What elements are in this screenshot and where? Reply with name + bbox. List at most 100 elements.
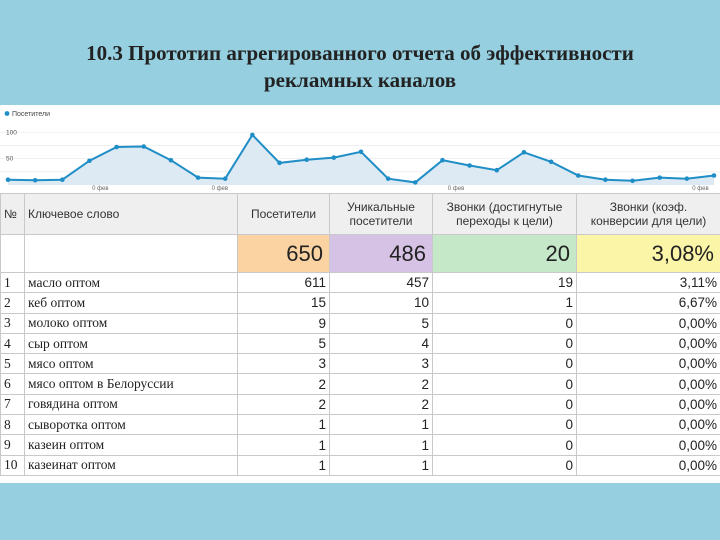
header-keyword[interactable]: Ключевое слово (24, 193, 238, 235)
data-point[interactable] (521, 150, 527, 155)
row-conversion: 0,00% (576, 454, 720, 476)
x-tick-label: 0 фев (692, 186, 708, 192)
row-visitors: 9 (237, 312, 330, 334)
row-num: 7 (0, 393, 25, 416)
data-point[interactable] (32, 177, 38, 183)
row-calls: 0 (432, 454, 577, 476)
row-conversion: 0,00% (576, 332, 720, 355)
row-calls: 0 (432, 332, 577, 355)
row-calls: 1 (432, 292, 577, 314)
data-point[interactable] (467, 163, 472, 168)
visitors-chart: 0 фев 0 фев 0 фев 0 фев 100 50 Посетители (0, 111, 720, 192)
y-tick-label: 100 (6, 129, 17, 136)
data-point[interactable] (603, 177, 608, 183)
total-conversion: 3,08% (576, 234, 720, 273)
x-tick-label: 0 фев (212, 186, 228, 192)
table-row[interactable]: 10 казеинат оптом 1 1 0 0,00% (0, 454, 720, 476)
data-point[interactable] (494, 167, 500, 173)
visitors-area (8, 134, 714, 185)
header-num[interactable]: № (0, 193, 25, 235)
row-num: 10 (0, 454, 25, 476)
row-keyword[interactable]: сыр оптом (24, 332, 238, 355)
row-visitors: 2 (237, 393, 330, 416)
total-visitors: 650 (237, 234, 330, 273)
data-point[interactable] (87, 158, 92, 164)
data-point[interactable] (277, 160, 282, 166)
header-conversion[interactable]: Звонки (коэф. конверсии для цели) (576, 193, 720, 235)
data-point[interactable] (331, 155, 337, 160)
row-conversion: 0,00% (576, 434, 720, 456)
x-tick-label: 0 фев (448, 186, 464, 192)
row-keyword[interactable]: молоко оптом (24, 312, 238, 334)
data-point[interactable] (684, 176, 690, 181)
row-visitors: 1 (237, 414, 330, 436)
data-point[interactable] (195, 175, 201, 180)
data-point[interactable] (60, 177, 65, 183)
data-point[interactable] (250, 132, 255, 138)
table-row[interactable]: 1 масло оптом 611 457 19 3,11% (0, 271, 720, 294)
data-point[interactable] (630, 178, 635, 184)
data-point[interactable] (657, 175, 662, 180)
row-keyword[interactable]: сыворотка оптом (24, 414, 238, 436)
table-row[interactable]: 3 молоко оптом 9 5 0 0,00% (0, 312, 720, 334)
header-visitors[interactable]: Посетители (237, 193, 330, 235)
table-header-row: № Ключевое слово Посетители Уникальные п… (0, 193, 720, 235)
slide-title-line-2: рекламных каналов (263, 68, 457, 92)
row-unique: 2 (329, 373, 433, 395)
row-conversion: 0,00% (576, 393, 720, 416)
row-keyword[interactable]: говядина оптом (24, 393, 238, 416)
header-unique[interactable]: Уникальные посетители (329, 193, 433, 235)
totals-num (0, 234, 25, 273)
data-point[interactable] (304, 157, 309, 162)
data-point[interactable] (114, 144, 119, 150)
row-num: 5 (0, 353, 25, 375)
row-keyword[interactable]: казеинат оптом (24, 454, 238, 476)
totals-keyword (24, 234, 238, 273)
data-point[interactable] (5, 177, 11, 183)
header-calls[interactable]: Звонки (достигнутые переходы к цели) (432, 193, 577, 235)
table-row[interactable]: 9 казеин оптом 1 1 0 0,00% (0, 434, 720, 456)
table-row[interactable]: 7 говядина оптом 2 2 0 0,00% (0, 393, 720, 416)
slide-title: 10.3 Прототип агрегированного отчета об … (0, 40, 720, 94)
data-point[interactable] (358, 149, 364, 155)
row-num: 3 (0, 312, 25, 334)
slide-title-line-1: 10.3 Прототип агрегированного отчета об … (86, 41, 634, 65)
row-visitors: 1 (237, 434, 330, 456)
row-calls: 0 (432, 373, 577, 395)
row-calls: 0 (432, 393, 577, 416)
row-calls: 19 (432, 271, 577, 294)
data-point[interactable] (440, 157, 445, 163)
table-row[interactable]: 8 сыворотка оптом 1 1 0 0,00% (0, 414, 720, 436)
data-point[interactable] (385, 176, 391, 181)
data-point[interactable] (575, 173, 581, 178)
row-keyword[interactable]: мясо оптом (24, 353, 238, 375)
row-visitors: 15 (237, 292, 330, 314)
data-point[interactable] (548, 159, 554, 165)
data-point[interactable] (413, 180, 418, 185)
data-point[interactable] (222, 176, 228, 181)
table-row[interactable]: 2 кеб оптом 15 10 1 6,67% (0, 292, 720, 314)
row-num: 4 (0, 332, 25, 355)
row-unique: 10 (329, 292, 433, 314)
row-keyword[interactable]: масло оптом (24, 271, 238, 294)
data-point[interactable] (711, 173, 717, 178)
row-visitors: 5 (237, 332, 330, 355)
data-point[interactable] (168, 157, 174, 163)
legend-label: Посетители (12, 111, 50, 118)
row-unique: 5 (329, 312, 433, 334)
row-conversion: 3,11% (576, 271, 720, 294)
data-point[interactable] (141, 144, 147, 149)
row-unique: 2 (329, 393, 433, 416)
totals-row: 650 486 20 3,08% (0, 234, 720, 273)
table-row[interactable]: 6 мясо оптом в Белоруссии 2 2 0 0,00% (0, 373, 720, 395)
row-keyword[interactable]: мясо оптом в Белоруссии (24, 373, 238, 395)
row-calls: 0 (432, 353, 577, 375)
table-row[interactable]: 4 сыр оптом 5 4 0 0,00% (0, 332, 720, 355)
row-keyword[interactable]: кеб оптом (24, 292, 238, 314)
total-calls: 20 (432, 234, 577, 273)
row-num: 8 (0, 414, 25, 436)
row-visitors: 1 (237, 454, 330, 476)
row-keyword[interactable]: казеин оптом (24, 434, 238, 456)
table-row[interactable]: 5 мясо оптом 3 3 0 0,00% (0, 353, 720, 375)
row-unique: 3 (329, 353, 433, 375)
